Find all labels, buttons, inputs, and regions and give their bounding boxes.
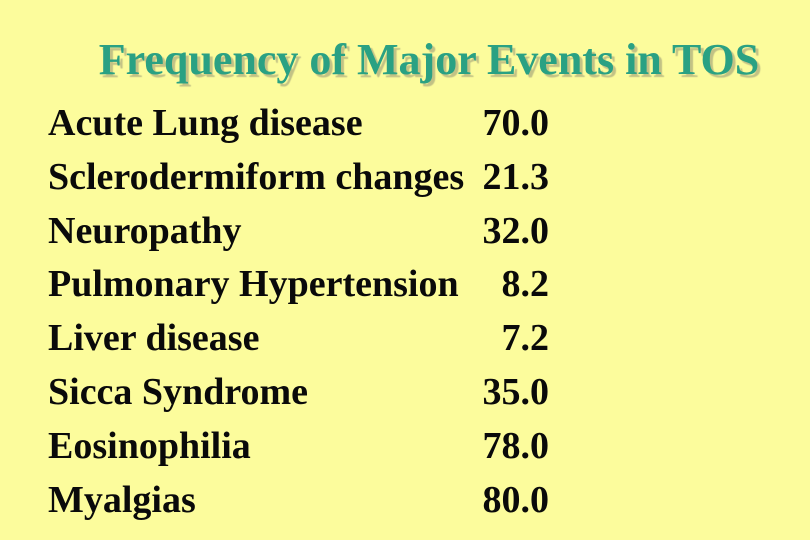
event-label: Eosinophilia	[48, 424, 251, 467]
table-row: Neuropathy 32.0	[48, 205, 549, 259]
event-value: 7.2	[501, 317, 550, 360]
event-label: Acute Lung disease	[48, 102, 363, 144]
event-frequency-table: Acute Lung disease 70.0 Sclerodermiform …	[48, 97, 549, 527]
event-value: 8.2	[501, 263, 550, 306]
table-row: Myalgias 80.0	[48, 474, 549, 528]
event-label: Pulmonary Hypertension	[48, 263, 459, 306]
event-label: Myalgias	[48, 478, 196, 521]
table-row: Sclerodermiform changes 21.3	[48, 151, 549, 205]
slide-title: Frequency of Major Events in TOS	[98, 35, 760, 84]
table-row: Acute Lung disease 70.0	[48, 97, 549, 151]
event-value: 70.0	[482, 102, 550, 144]
table-row: Sicca Syndrome 35.0	[48, 366, 549, 420]
event-value: 35.0	[482, 370, 550, 413]
table-row: Pulmonary Hypertension 8.2	[48, 258, 549, 312]
event-value: 21.3	[482, 155, 550, 198]
event-value: 32.0	[482, 209, 550, 252]
table-row: Eosinophilia 78.0	[48, 420, 549, 474]
event-label: Sicca Syndrome	[48, 370, 309, 413]
event-label: Liver disease	[48, 317, 260, 360]
event-value: 78.0	[482, 424, 550, 467]
event-label: Sclerodermiform changes	[48, 155, 465, 198]
event-label: Neuropathy	[48, 209, 242, 252]
event-value: 80.0	[482, 478, 550, 521]
table-row: Liver disease 7.2	[48, 312, 549, 366]
